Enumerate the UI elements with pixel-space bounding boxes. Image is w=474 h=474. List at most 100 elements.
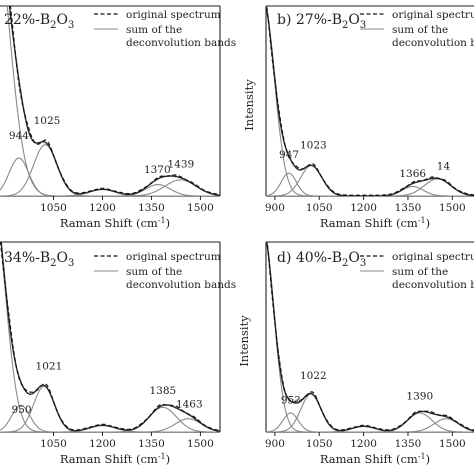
- x-tick-label: 1500: [439, 202, 466, 214]
- peak-label-947: 947: [279, 149, 299, 161]
- x-tick-label: 1050: [306, 438, 333, 450]
- peak-label-944: 944: [9, 130, 29, 142]
- peak-label-14: 14: [437, 160, 451, 172]
- original-spectrum-line: [0, 242, 220, 432]
- x-tick-label: 1200: [350, 438, 377, 450]
- band-860: [266, 6, 474, 196]
- x-tick-label: 900: [265, 438, 285, 450]
- x-tick-label: 1350: [395, 438, 422, 450]
- band-1023: [266, 165, 474, 196]
- legend: original spectrum sum of thedeconvolution…: [360, 9, 474, 49]
- panel-2: 900 1050 1200 1350 1500 Raman Shift (cm-1) Int…: [242, 5, 474, 230]
- original-spectrum-line: [266, 242, 474, 431]
- x-axis-label: Raman Shift (cm-1): [60, 452, 170, 466]
- x-tick-label: 1050: [306, 202, 333, 214]
- peak-label-1390: 1390: [406, 391, 433, 403]
- band-860: [0, 242, 220, 432]
- panel-3: 1050 1200 1350 1500 Raman Shift (cm-1) 950 102…: [0, 241, 236, 466]
- panel-title: b) 27%-B2O3: [277, 12, 366, 31]
- panel-title: d) 40%-B2O3: [277, 250, 366, 269]
- x-tick-label: 1350: [138, 438, 165, 450]
- peak-label-1370: 1370: [144, 164, 171, 176]
- band-944: [0, 157, 220, 196]
- y-axis-label: Intensity: [237, 315, 251, 367]
- legend-sum-label: sum of the: [392, 24, 448, 36]
- peak-label-1385: 1385: [150, 385, 177, 397]
- x-axis-label-end: ): [166, 216, 171, 230]
- curves: [266, 6, 474, 196]
- peak-label-1439: 1439: [167, 159, 194, 171]
- band-1463: [0, 418, 220, 432]
- original-spectrum-line: [9, 6, 220, 196]
- x-axis-label-end: ): [426, 452, 431, 466]
- x-tick-label: 1500: [439, 438, 466, 450]
- legend-sum-label: sum of the: [126, 24, 182, 36]
- panel-title: 34%-B2O3: [4, 250, 74, 269]
- legend: original spectrum sum of thedeconvolution…: [360, 251, 474, 291]
- band-860: [6, 6, 220, 196]
- legend-sum-label-2: deconvolution bands: [392, 37, 474, 49]
- x-axis-label-sup: -1: [418, 216, 426, 225]
- band-1021: [0, 385, 220, 432]
- peak-label-1022: 1022: [300, 370, 327, 382]
- x-tick-label: 1350: [395, 202, 422, 214]
- x-tick-label: 1500: [187, 202, 214, 214]
- x-axis-label: Raman Shift (cm-1): [320, 452, 430, 466]
- band-1439: [0, 179, 220, 196]
- x-axis-label-sup: -1: [158, 216, 166, 225]
- curves: [0, 242, 220, 432]
- panel-4: 900 1050 1200 1350 1500 Raman Shift (cm-1) Int…: [237, 241, 474, 466]
- x-axis-label-sup: -1: [158, 452, 166, 461]
- band-1366: [266, 185, 474, 196]
- x-axis-label-end: ): [166, 452, 171, 466]
- y-axis-label: Intensity: [242, 79, 256, 131]
- peak-label-1366: 1366: [399, 168, 426, 180]
- x-tick-label: 1050: [40, 202, 67, 214]
- x-axis-label-end: ): [426, 216, 431, 230]
- x-tick-label: 900: [265, 202, 285, 214]
- band-1480: [266, 418, 474, 432]
- legend-original-label: original spectrum: [126, 251, 221, 263]
- band-947: [266, 172, 474, 196]
- curves: [0, 6, 220, 196]
- x-tick-label: 1200: [89, 202, 116, 214]
- x-tick-label: 1050: [40, 438, 67, 450]
- sum-of-bands-line: [266, 242, 474, 432]
- peak-label-1025: 1025: [34, 115, 61, 127]
- band-953: [266, 412, 474, 432]
- peak-label-950: 950: [11, 404, 31, 416]
- legend: original spectrum sum of thedeconvolution…: [94, 251, 236, 291]
- legend-sum-label-2: deconvolution bands: [392, 279, 474, 291]
- legend-sum-label: sum of the: [126, 266, 182, 278]
- band-1025: [0, 144, 220, 196]
- legend-original-label: original spectrum: [392, 9, 474, 21]
- legend-original-label: original spectrum: [126, 9, 221, 21]
- peak-label-953: 953: [281, 395, 301, 407]
- x-axis-label-sup: -1: [418, 452, 426, 461]
- x-axis-label: Raman Shift (cm-1): [60, 216, 170, 230]
- peak-label-1021: 1021: [36, 360, 63, 372]
- band-1370: [0, 184, 220, 196]
- legend-original-label: original spectrum: [392, 251, 474, 263]
- original-spectrum-line: [266, 6, 474, 196]
- peak-label-1023: 1023: [300, 140, 327, 152]
- band-1390: [266, 412, 474, 432]
- band-1385: [0, 406, 220, 432]
- x-tick-label: 1500: [187, 438, 214, 450]
- band-950: [0, 404, 220, 432]
- panel-1: 1050 1200 1350 1500 Raman Shift (cm-1) 944 102…: [0, 5, 236, 230]
- band-1022: [266, 393, 474, 432]
- panel-title: 22%-B2O3: [4, 12, 74, 31]
- x-tick-label: 1200: [350, 202, 377, 214]
- peak-label-1463: 1463: [176, 398, 203, 410]
- legend-sum-label-2: deconvolution bands: [126, 279, 236, 291]
- legend: original spectrum sum of thedeconvolution…: [94, 9, 236, 49]
- x-tick-label: 1350: [138, 202, 165, 214]
- legend-sum-label: sum of the: [392, 266, 448, 278]
- x-axis-label: Raman Shift (cm-1): [320, 216, 430, 230]
- sum-of-bands-line: [266, 6, 474, 196]
- legend-sum-label-2: deconvolution bands: [126, 37, 236, 49]
- x-tick-label: 1200: [89, 438, 116, 450]
